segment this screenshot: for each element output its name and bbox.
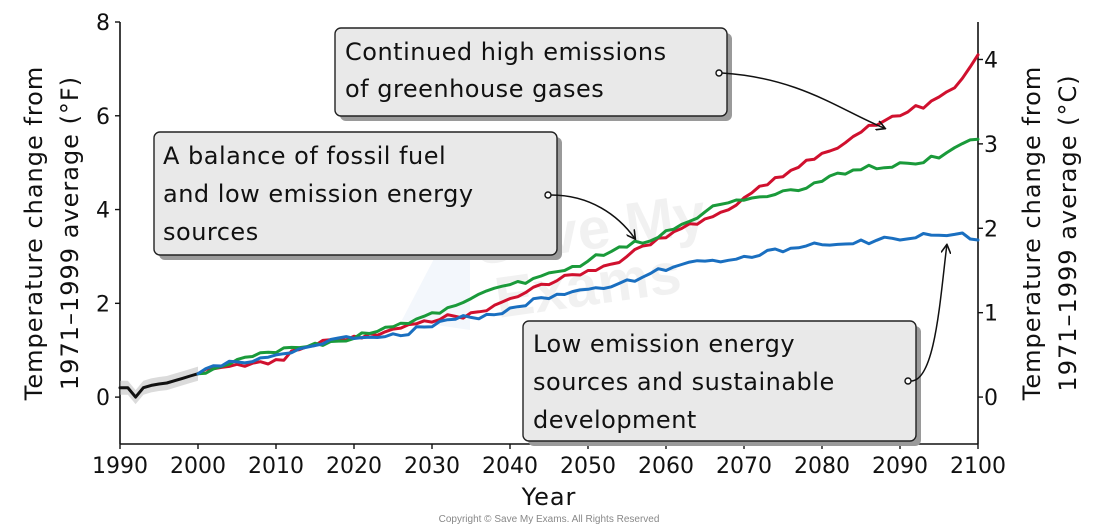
left-y-axis-title: Temperature change from 1971–1999 averag… bbox=[20, 66, 84, 401]
x-tick-label: 2010 bbox=[248, 454, 304, 479]
left-y-tick-label: 2 bbox=[96, 292, 110, 317]
callout-box bbox=[153, 131, 558, 256]
left-y-axis-ticks: 0 2 4 6 8 bbox=[96, 11, 120, 411]
right-y-tick-label: 1 bbox=[984, 302, 998, 327]
x-tick-label: 2020 bbox=[326, 454, 382, 479]
x-tick-label: 2040 bbox=[482, 454, 538, 479]
x-axis-title: Year bbox=[521, 483, 577, 511]
callout-text-line: sources and sustainable bbox=[533, 368, 835, 396]
x-tick-label: 2000 bbox=[170, 454, 226, 479]
callout-text-line: of greenhouse gases bbox=[345, 75, 604, 103]
callout-arrow bbox=[550, 194, 635, 238]
right-y-tick-label: 3 bbox=[984, 133, 998, 158]
left-y-tick-label: 6 bbox=[96, 105, 110, 130]
x-tick-label: 2100 bbox=[950, 454, 1006, 479]
x-tick-label: 1990 bbox=[92, 454, 148, 479]
callout-text-line: and low emission energy bbox=[163, 180, 474, 208]
x-axis-ticks: 1990 2000 2010 2020 2030 2040 2050 2060 2070 2080… bbox=[92, 444, 1006, 479]
callout-text-line: A balance of fossil fuel bbox=[163, 142, 446, 170]
right-y-axis-title-line-2: 1971–1999 average (°C) bbox=[1054, 74, 1082, 391]
left-y-axis-title-line-1: Temperature change from bbox=[20, 66, 48, 401]
x-tick-label: 2030 bbox=[404, 454, 460, 479]
callout-1: Continued high emissions of greenhouse ga… bbox=[334, 27, 884, 128]
right-y-tick-label: 0 bbox=[984, 386, 998, 411]
right-y-tick-label: 4 bbox=[984, 48, 998, 73]
x-tick-label: 2090 bbox=[872, 454, 928, 479]
callout-2: A balance of fossil fuel and low emission… bbox=[153, 131, 635, 260]
left-y-tick-label: 4 bbox=[96, 199, 110, 224]
callout-box bbox=[334, 27, 728, 117]
callout-text-line: Low emission energy bbox=[533, 330, 795, 358]
callout-dot bbox=[904, 377, 912, 385]
callout-text-line: sources bbox=[163, 218, 259, 246]
left-y-tick-label: 8 bbox=[96, 11, 110, 36]
series-line bbox=[196, 137, 980, 376]
callout-arrow bbox=[721, 72, 884, 128]
callout-arrow bbox=[910, 245, 947, 382]
series-layer bbox=[118, 53, 980, 399]
right-y-axis-ticks: 0 1 2 3 4 bbox=[978, 48, 998, 411]
right-y-axis-title-line-1: Temperature change from bbox=[1018, 66, 1046, 401]
callout-text-line: development bbox=[533, 406, 697, 434]
callout-text-line: Continued high emissions bbox=[345, 38, 667, 66]
right-y-tick-label: 2 bbox=[984, 217, 998, 242]
x-tick-label: 2060 bbox=[638, 454, 694, 479]
left-y-axis-title-line-2: 1971–1999 average (°F) bbox=[56, 76, 84, 390]
series-line bbox=[118, 372, 200, 399]
callout-box bbox=[522, 320, 917, 442]
copyright-text: Copyright © Save My Exams. All Rights Re… bbox=[439, 514, 660, 525]
callout-3: Low emission energy sources and sustainab… bbox=[522, 245, 947, 446]
x-tick-label: 2070 bbox=[716, 454, 772, 479]
x-tick-label: 2050 bbox=[560, 454, 616, 479]
callout-dot bbox=[715, 69, 723, 77]
callouts: Continued high emissions of greenhouse ga… bbox=[153, 27, 947, 446]
x-tick-label: 2080 bbox=[794, 454, 850, 479]
right-y-axis-title: Temperature change from 1971–1999 averag… bbox=[1018, 66, 1082, 401]
left-y-tick-label: 0 bbox=[96, 386, 110, 411]
series-line bbox=[196, 231, 980, 376]
callout-dot bbox=[544, 191, 552, 199]
